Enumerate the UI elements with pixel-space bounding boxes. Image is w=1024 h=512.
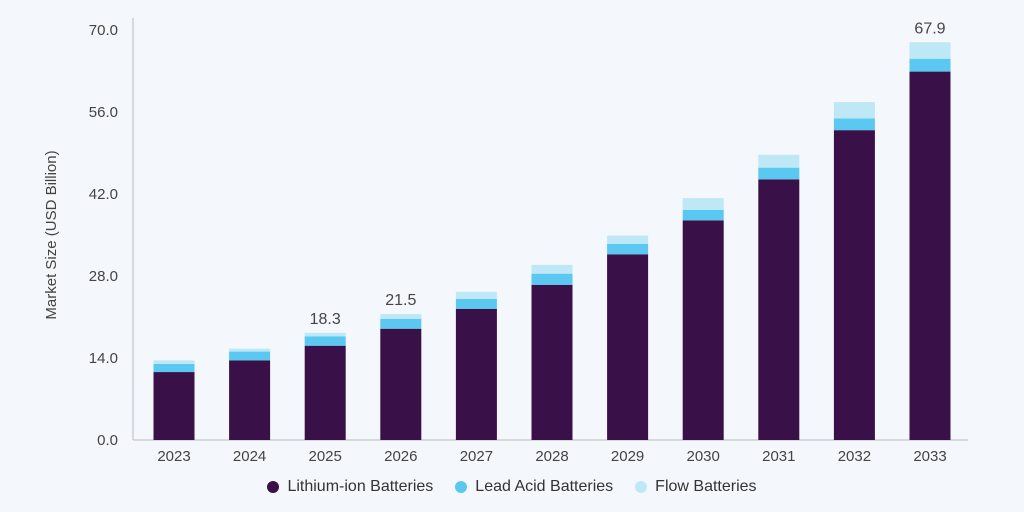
y-tick-label: 0.0 [97, 432, 118, 449]
x-tick-label: 2028 [535, 448, 568, 465]
bar-segment-flow-batteries-2032 [833, 102, 875, 119]
y-tick-label: 70.0 [89, 22, 118, 39]
bar-segment-flow-batteries-2030 [682, 198, 724, 210]
bar-segment-lithium-ion-batteries-2023 [153, 372, 195, 440]
x-tick-label: 2023 [157, 448, 190, 465]
data-label: 18.3 [310, 311, 341, 328]
bar-segment-lead-acid-batteries-2028 [531, 273, 573, 285]
y-tick-label: 14.0 [89, 350, 118, 367]
bar-segment-lithium-ion-batteries-2032 [833, 130, 875, 440]
bar-segment-flow-batteries-2029 [607, 235, 649, 244]
legend-swatch [267, 481, 280, 493]
bar-segment-lithium-ion-batteries-2028 [531, 284, 573, 440]
legend-item: Lithium-ion Batteries [267, 478, 433, 496]
bar-segment-lithium-ion-batteries-2031 [758, 179, 800, 440]
x-tick-label: 2030 [687, 448, 720, 465]
legend: Lithium-ion Batteries Lead Acid Batteries… [0, 478, 1024, 496]
x-tick-label: 2032 [838, 448, 871, 465]
bar-segment-lead-acid-batteries-2032 [833, 118, 875, 131]
y-axis-label: Market Size (USD Billion) [43, 150, 60, 319]
legend-label: Flow Batteries [655, 478, 757, 495]
legend-swatch [455, 481, 468, 493]
bar-segment-lithium-ion-batteries-2029 [607, 254, 649, 440]
bar-segment-flow-batteries-2033 [909, 42, 951, 59]
bar-segment-lead-acid-batteries-2025 [304, 336, 346, 346]
bar-segment-lithium-ion-batteries-2025 [304, 345, 346, 440]
bar-segment-lead-acid-batteries-2024 [229, 351, 271, 361]
bar-segment-flow-batteries-2024 [229, 348, 271, 352]
legend-label: Lithium-ion Batteries [287, 478, 434, 495]
x-tick-label: 2033 [913, 448, 946, 465]
y-tick-label: 42.0 [89, 186, 118, 203]
bar-segment-lead-acid-batteries-2030 [682, 209, 724, 221]
legend-label: Lead Acid Batteries [475, 478, 614, 495]
bar-segment-lithium-ion-batteries-2030 [682, 220, 724, 440]
data-label: 21.5 [385, 292, 416, 309]
bar-segment-lead-acid-batteries-2023 [153, 363, 195, 373]
bar-segment-lead-acid-batteries-2031 [758, 167, 800, 180]
legend-swatch [635, 481, 648, 493]
bar-segment-lithium-ion-batteries-2026 [380, 328, 422, 440]
bar-segment-flow-batteries-2027 [455, 291, 497, 299]
x-tick-label: 2024 [233, 448, 266, 465]
bar-segment-lead-acid-batteries-2026 [380, 318, 422, 329]
bar-segment-lead-acid-batteries-2029 [607, 243, 649, 255]
bar-segment-flow-batteries-2023 [153, 360, 195, 364]
bar-segment-flow-batteries-2028 [531, 264, 573, 274]
bar-segment-lithium-ion-batteries-2024 [229, 360, 271, 440]
legend-item: Flow Batteries [635, 478, 757, 496]
x-tick-label: 2026 [384, 448, 417, 465]
y-tick-label: 56.0 [89, 104, 118, 121]
x-tick-label: 2029 [611, 448, 644, 465]
x-tick-label: 2031 [762, 448, 795, 465]
legend-item: Lead Acid Batteries [455, 478, 613, 496]
bar-segment-flow-batteries-2025 [304, 332, 346, 337]
x-tick-label: 2027 [460, 448, 493, 465]
bar-segment-lithium-ion-batteries-2027 [455, 308, 497, 440]
bar-segment-lead-acid-batteries-2027 [455, 298, 497, 309]
data-label: 67.9 [914, 20, 945, 37]
bar-segment-flow-batteries-2026 [380, 314, 422, 319]
bar-segment-lithium-ion-batteries-2033 [909, 71, 951, 440]
x-tick-label: 2025 [309, 448, 342, 465]
bar-segment-lead-acid-batteries-2033 [909, 58, 951, 72]
y-tick-label: 28.0 [89, 268, 118, 285]
bar-segment-flow-batteries-2031 [758, 154, 800, 168]
